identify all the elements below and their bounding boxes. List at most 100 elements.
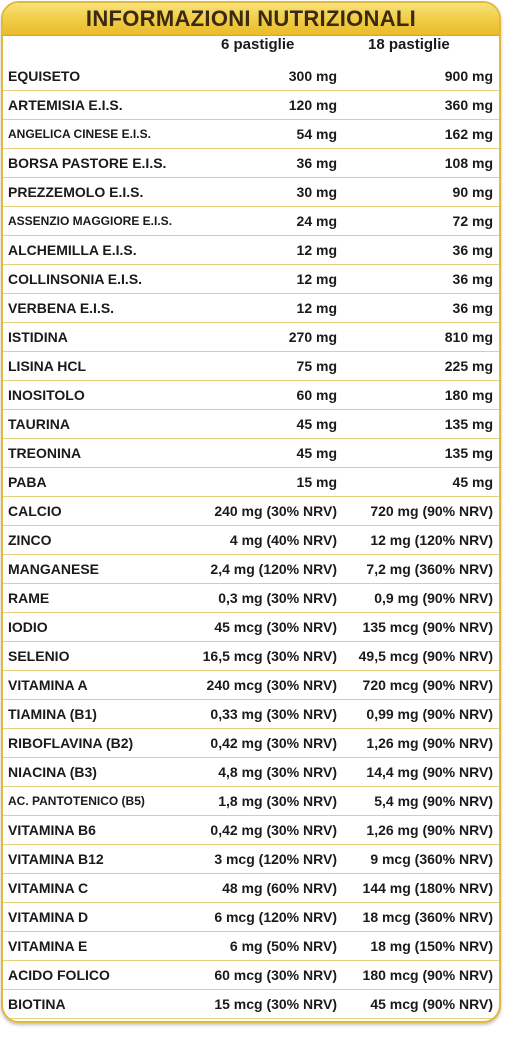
amount-6-pastiglie: 0,33 mg (30% NRV)	[210, 706, 337, 722]
table-row: NIACINA (B3) 4,8 mg (30% NRV) 14,4 mg (90%…	[3, 758, 499, 787]
table-row: RAME 0,3 mg (30% NRV) 0,9 mg (90% NRV)	[3, 584, 499, 613]
amount-6-pastiglie: 1,8 mg (30% NRV)	[218, 793, 337, 809]
table-row: VITAMINA B6 0,42 mg (30% NRV) 1,26 mg (90%…	[3, 816, 499, 845]
table-row: ISTIDINA 270 mg 810 mg	[3, 323, 499, 352]
table-row: ACIDO FOLICO 60 mcg (30% NRV) 180 mcg (90%…	[3, 961, 499, 990]
amount-18-pastiglie: 45 mg	[452, 474, 493, 490]
table-row: VITAMINA A 240 mcg (30% NRV) 720 mcg (90% …	[3, 671, 499, 700]
amount-18-pastiglie: 108 mg	[444, 155, 493, 171]
amount-6-pastiglie: 3 mcg (120% NRV)	[214, 851, 337, 867]
nutrient-name: PABA	[8, 474, 47, 490]
table-row: VITAMINA E 6 mg (50% NRV) 18 mg (150% NRV)	[3, 932, 499, 961]
amount-18-pastiglie: 72 mg	[452, 213, 493, 229]
amount-6-pastiglie: 48 mg (60% NRV)	[222, 880, 337, 896]
nutrient-name: COLLINSONIA E.I.S.	[8, 271, 143, 287]
table-row: AC. PANTOTENICO (B5) 1,8 mg (30% NRV) 5,4 …	[3, 787, 499, 816]
nutrient-name: VITAMINA B12	[8, 851, 104, 867]
amount-6-pastiglie: 120 mg	[288, 97, 337, 113]
amount-6-pastiglie: 240 mcg (30% NRV)	[206, 677, 337, 693]
table-row: ASSENZIO MAGGIORE E.I.S. 24 mg 72 mg	[3, 207, 499, 236]
amount-6-pastiglie: 300 mg	[288, 68, 337, 84]
table-row: BORSA PASTORE E.I.S. 36 mg 108 mg	[3, 149, 499, 178]
amount-18-pastiglie: 36 mg	[452, 271, 493, 287]
amount-6-pastiglie: 4 mg (40% NRV)	[229, 532, 337, 548]
nutrient-name: INOSITOLO	[8, 387, 85, 403]
amount-18-pastiglie: 180 mcg (90% NRV)	[362, 967, 493, 983]
amount-6-pastiglie: 0,3 mg (30% NRV)	[218, 590, 337, 606]
amount-18-pastiglie: 0,99 mg (90% NRV)	[366, 706, 493, 722]
amount-6-pastiglie: 6 mcg (120% NRV)	[214, 909, 337, 925]
amount-18-pastiglie: 720 mg (90% NRV)	[370, 503, 493, 519]
table-row: PREZZEMOLO E.I.S. 30 mg 90 mg	[3, 178, 499, 207]
amount-18-pastiglie: 135 mg	[444, 445, 493, 461]
amount-18-pastiglie: 135 mcg (90% NRV)	[362, 619, 493, 635]
amount-6-pastiglie: 15 mcg (30% NRV)	[214, 996, 337, 1012]
table-row: VITAMINA D 6 mcg (120% NRV) 18 mcg (360% N…	[3, 903, 499, 932]
amount-18-pastiglie: 9 mcg (360% NRV)	[370, 851, 493, 867]
table-row: RIBOFLAVINA (B2) 0,42 mg (30% NRV) 1,26 mg…	[3, 729, 499, 758]
amount-18-pastiglie: 90 mg	[452, 184, 493, 200]
table-title: INFORMAZIONI NUTRIZIONALI	[85, 6, 417, 31]
title-bar: INFORMAZIONI NUTRIZIONALI	[3, 3, 499, 36]
nutrient-name: ARTEMISIA E.I.S.	[8, 97, 123, 113]
nutrient-name: RIBOFLAVINA (B2)	[8, 735, 134, 751]
nutrient-name: LISINA HCL	[8, 358, 87, 374]
table-row: VERBENA E.I.S. 12 mg 36 mg	[3, 294, 499, 323]
amount-6-pastiglie: 75 mg	[296, 358, 337, 374]
amount-18-pastiglie: 810 mg	[444, 329, 493, 345]
table-row: TAURINA 45 mg 135 mg	[3, 410, 499, 439]
amount-6-pastiglie: 12 mg	[296, 242, 337, 258]
amount-6-pastiglie: 45 mg	[296, 445, 337, 461]
nutrient-name: ZINCO	[8, 532, 52, 548]
amount-18-pastiglie: 49,5 mcg (90% NRV)	[358, 648, 493, 664]
table-row: ALCHEMILLA E.I.S. 12 mg 36 mg	[3, 236, 499, 265]
nutrient-name: CALCIO	[8, 503, 62, 519]
nutrient-name: VITAMINA D	[8, 909, 89, 925]
amount-18-pastiglie: 12 mg (120% NRV)	[370, 532, 493, 548]
amount-18-pastiglie: 36 mg	[452, 242, 493, 258]
nutrient-name: TREONINA	[8, 445, 82, 461]
amount-6-pastiglie: 12 mg	[296, 271, 337, 287]
nutrient-name: ASSENZIO MAGGIORE E.I.S.	[8, 214, 173, 228]
nutrient-name: TIAMINA (B1)	[8, 706, 97, 722]
amount-18-pastiglie: 14,4 mg (90% NRV)	[366, 764, 493, 780]
amount-6-pastiglie: 60 mcg (30% NRV)	[214, 967, 337, 983]
amount-18-pastiglie: 1,26 mg (90% NRV)	[366, 735, 493, 751]
nutrient-name: NIACINA (B3)	[8, 764, 97, 780]
nutrient-name: IODIO	[8, 619, 48, 635]
nutrient-name: VITAMINA E	[8, 938, 88, 954]
amount-18-pastiglie: 0,9 mg (90% NRV)	[374, 590, 493, 606]
nutrient-name: ISTIDINA	[8, 329, 68, 345]
table-row: SELENIO 16,5 mcg (30% NRV) 49,5 mcg (90% N…	[3, 642, 499, 671]
nutrient-name: EQUISETO	[8, 68, 81, 84]
nutrient-name: AC. PANTOTENICO (B5)	[8, 794, 145, 808]
amount-6-pastiglie: 15 mg	[296, 474, 337, 490]
table-row: LISINA HCL 75 mg 225 mg	[3, 352, 499, 381]
nutrient-name: SELENIO	[8, 648, 70, 664]
table-row: TIAMINA (B1) 0,33 mg (30% NRV) 0,99 mg (90…	[3, 700, 499, 729]
amount-6-pastiglie: 240 mg (30% NRV)	[214, 503, 337, 519]
column-header-6-pastiglie: 6 pastiglie	[221, 36, 295, 53]
amount-6-pastiglie: 6 mg (50% NRV)	[229, 938, 337, 954]
amount-6-pastiglie: 16,5 mcg (30% NRV)	[202, 648, 337, 664]
nutrient-name: TAURINA	[8, 416, 70, 432]
table-row: BIOTINA 15 mcg (30% NRV) 45 mcg (90% NRV)	[3, 990, 499, 1019]
nutrient-rows: EQUISETO 300 mg 900 mg ARTEMISIA E.I.S. 120 …	[3, 62, 499, 1019]
amount-6-pastiglie: 54 mg	[296, 126, 337, 142]
table-row: VITAMINA B12 3 mcg (120% NRV) 9 mcg (360% …	[3, 845, 499, 874]
amount-6-pastiglie: 36 mg	[296, 155, 337, 171]
table-row: INOSITOLO 60 mg 180 mg	[3, 381, 499, 410]
amount-18-pastiglie: 180 mg	[444, 387, 493, 403]
amount-18-pastiglie: 360 mg	[444, 97, 493, 113]
table-row: PABA 15 mg 45 mg	[3, 468, 499, 497]
nutrient-name: VERBENA E.I.S.	[8, 300, 115, 316]
table-row: VITAMINA C 48 mg (60% NRV) 144 mg (180% NR…	[3, 874, 499, 903]
table-row: MANGANESE 2,4 mg (120% NRV) 7,2 mg (360% N…	[3, 555, 499, 584]
nutrient-name: RAME	[8, 590, 50, 606]
nutrient-name: ALCHEMILLA E.I.S.	[8, 242, 137, 258]
table-row: ARTEMISIA E.I.S. 120 mg 360 mg	[3, 91, 499, 120]
amount-6-pastiglie: 12 mg	[296, 300, 337, 316]
amount-6-pastiglie: 45 mcg (30% NRV)	[214, 619, 337, 635]
amount-6-pastiglie: 30 mg	[296, 184, 337, 200]
nutrient-name: BORSA PASTORE E.I.S.	[8, 155, 167, 171]
